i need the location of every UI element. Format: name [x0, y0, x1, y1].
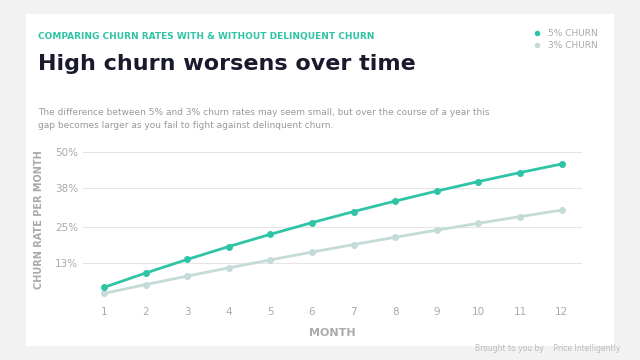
Text: COMPARING CHURN RATES WITH & WITHOUT DELINQUENT CHURN: COMPARING CHURN RATES WITH & WITHOUT DEL… [38, 32, 375, 41]
Y-axis label: CHURN RATE PER MONTH: CHURN RATE PER MONTH [34, 150, 44, 289]
Legend: 5% CHURN, 3% CHURN: 5% CHURN, 3% CHURN [527, 29, 598, 50]
Text: The difference between 5% and 3% churn rates may seem small, but over the course: The difference between 5% and 3% churn r… [38, 108, 490, 130]
Text: Brought to you by    Price Intelligently: Brought to you by Price Intelligently [476, 344, 621, 353]
X-axis label: MONTH: MONTH [310, 328, 356, 338]
Text: High churn worsens over time: High churn worsens over time [38, 54, 416, 74]
